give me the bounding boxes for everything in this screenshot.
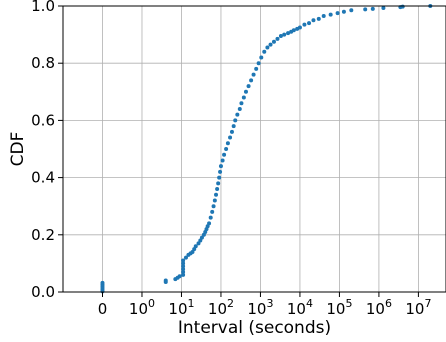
data-point: [229, 129, 234, 134]
data-point: [321, 14, 326, 19]
y-axis-label: CDF: [8, 132, 28, 167]
data-point: [282, 32, 287, 37]
data-point: [181, 261, 186, 266]
x-axis: 0 100 101 102 103 104 105 106 107: [98, 292, 431, 318]
data-point: [381, 6, 386, 11]
data-point: [237, 106, 242, 111]
data-point: [286, 31, 291, 36]
data-point: [259, 55, 264, 60]
data-point: [220, 158, 225, 163]
data-point: [316, 16, 321, 21]
data-point: [243, 89, 248, 94]
data-point: [278, 34, 283, 39]
x-tick-label: 106: [366, 297, 392, 318]
data-point: [249, 78, 254, 83]
data-point: [208, 215, 213, 220]
data-point: [254, 66, 259, 71]
data-point: [216, 181, 221, 186]
data-point: [177, 274, 182, 279]
y-tick-label: 0.4: [31, 169, 55, 187]
data-point: [400, 4, 405, 9]
data-point: [218, 164, 223, 169]
plot-frame: [62, 5, 446, 293]
data-points: [100, 4, 433, 294]
data-point: [100, 280, 105, 285]
data-point: [271, 39, 276, 44]
data-point: [241, 95, 246, 100]
data-point: [297, 25, 302, 30]
data-point: [193, 244, 198, 249]
data-point: [341, 9, 346, 14]
data-point: [181, 258, 186, 263]
data-point: [349, 8, 354, 13]
x-tick-label: 100: [129, 297, 155, 318]
data-point: [370, 6, 375, 11]
data-point: [181, 267, 186, 272]
data-point: [328, 12, 333, 17]
data-point: [228, 135, 233, 140]
data-point: [311, 18, 316, 23]
data-point: [262, 49, 267, 54]
data-point: [211, 204, 216, 209]
y-tick-label: 0.0: [31, 283, 55, 301]
data-point: [225, 141, 230, 146]
data-point: [224, 147, 229, 151]
data-point: [218, 169, 223, 174]
data-point: [233, 118, 238, 123]
x-tick-label: 103: [247, 297, 273, 318]
x-tick-label: 102: [208, 297, 234, 318]
y-tick-label: 0.2: [31, 226, 55, 244]
data-point: [235, 112, 240, 117]
data-point: [214, 192, 219, 197]
data-point: [163, 278, 168, 283]
data-point: [212, 198, 217, 203]
data-point: [302, 22, 307, 27]
x-tick-label: 0: [98, 300, 108, 318]
x-tick-label: 104: [287, 297, 313, 318]
x-tick-label: 107: [405, 297, 431, 318]
data-point: [246, 84, 251, 89]
data-point: [256, 61, 261, 66]
x-tick-label: 101: [168, 297, 194, 318]
data-point: [239, 101, 244, 106]
data-point: [291, 28, 296, 33]
y-axis: 0.0 0.2 0.4 0.6 0.8 1.0: [31, 0, 63, 301]
data-point: [196, 241, 201, 246]
data-point: [181, 272, 186, 277]
data-point: [217, 175, 222, 180]
x-axis-label: Interval (seconds): [178, 318, 331, 338]
data-point: [307, 21, 312, 26]
y-tick-label: 1.0: [31, 0, 55, 15]
data-point: [181, 269, 186, 274]
y-tick-label: 0.8: [31, 54, 55, 72]
data-point: [265, 45, 270, 50]
data-point: [251, 72, 256, 77]
data-point: [363, 7, 368, 12]
grid: [63, 5, 446, 293]
data-point: [222, 152, 227, 157]
data-point: [199, 235, 204, 240]
data-point: [181, 264, 186, 269]
y-tick-label: 0.6: [31, 111, 55, 129]
data-point: [335, 11, 340, 16]
data-point: [210, 209, 215, 214]
data-point: [207, 221, 212, 226]
data-point: [268, 42, 273, 47]
data-point: [231, 124, 236, 129]
data-point: [183, 255, 188, 260]
data-point: [275, 36, 280, 41]
data-point: [215, 187, 220, 192]
x-tick-label: 105: [326, 297, 352, 318]
